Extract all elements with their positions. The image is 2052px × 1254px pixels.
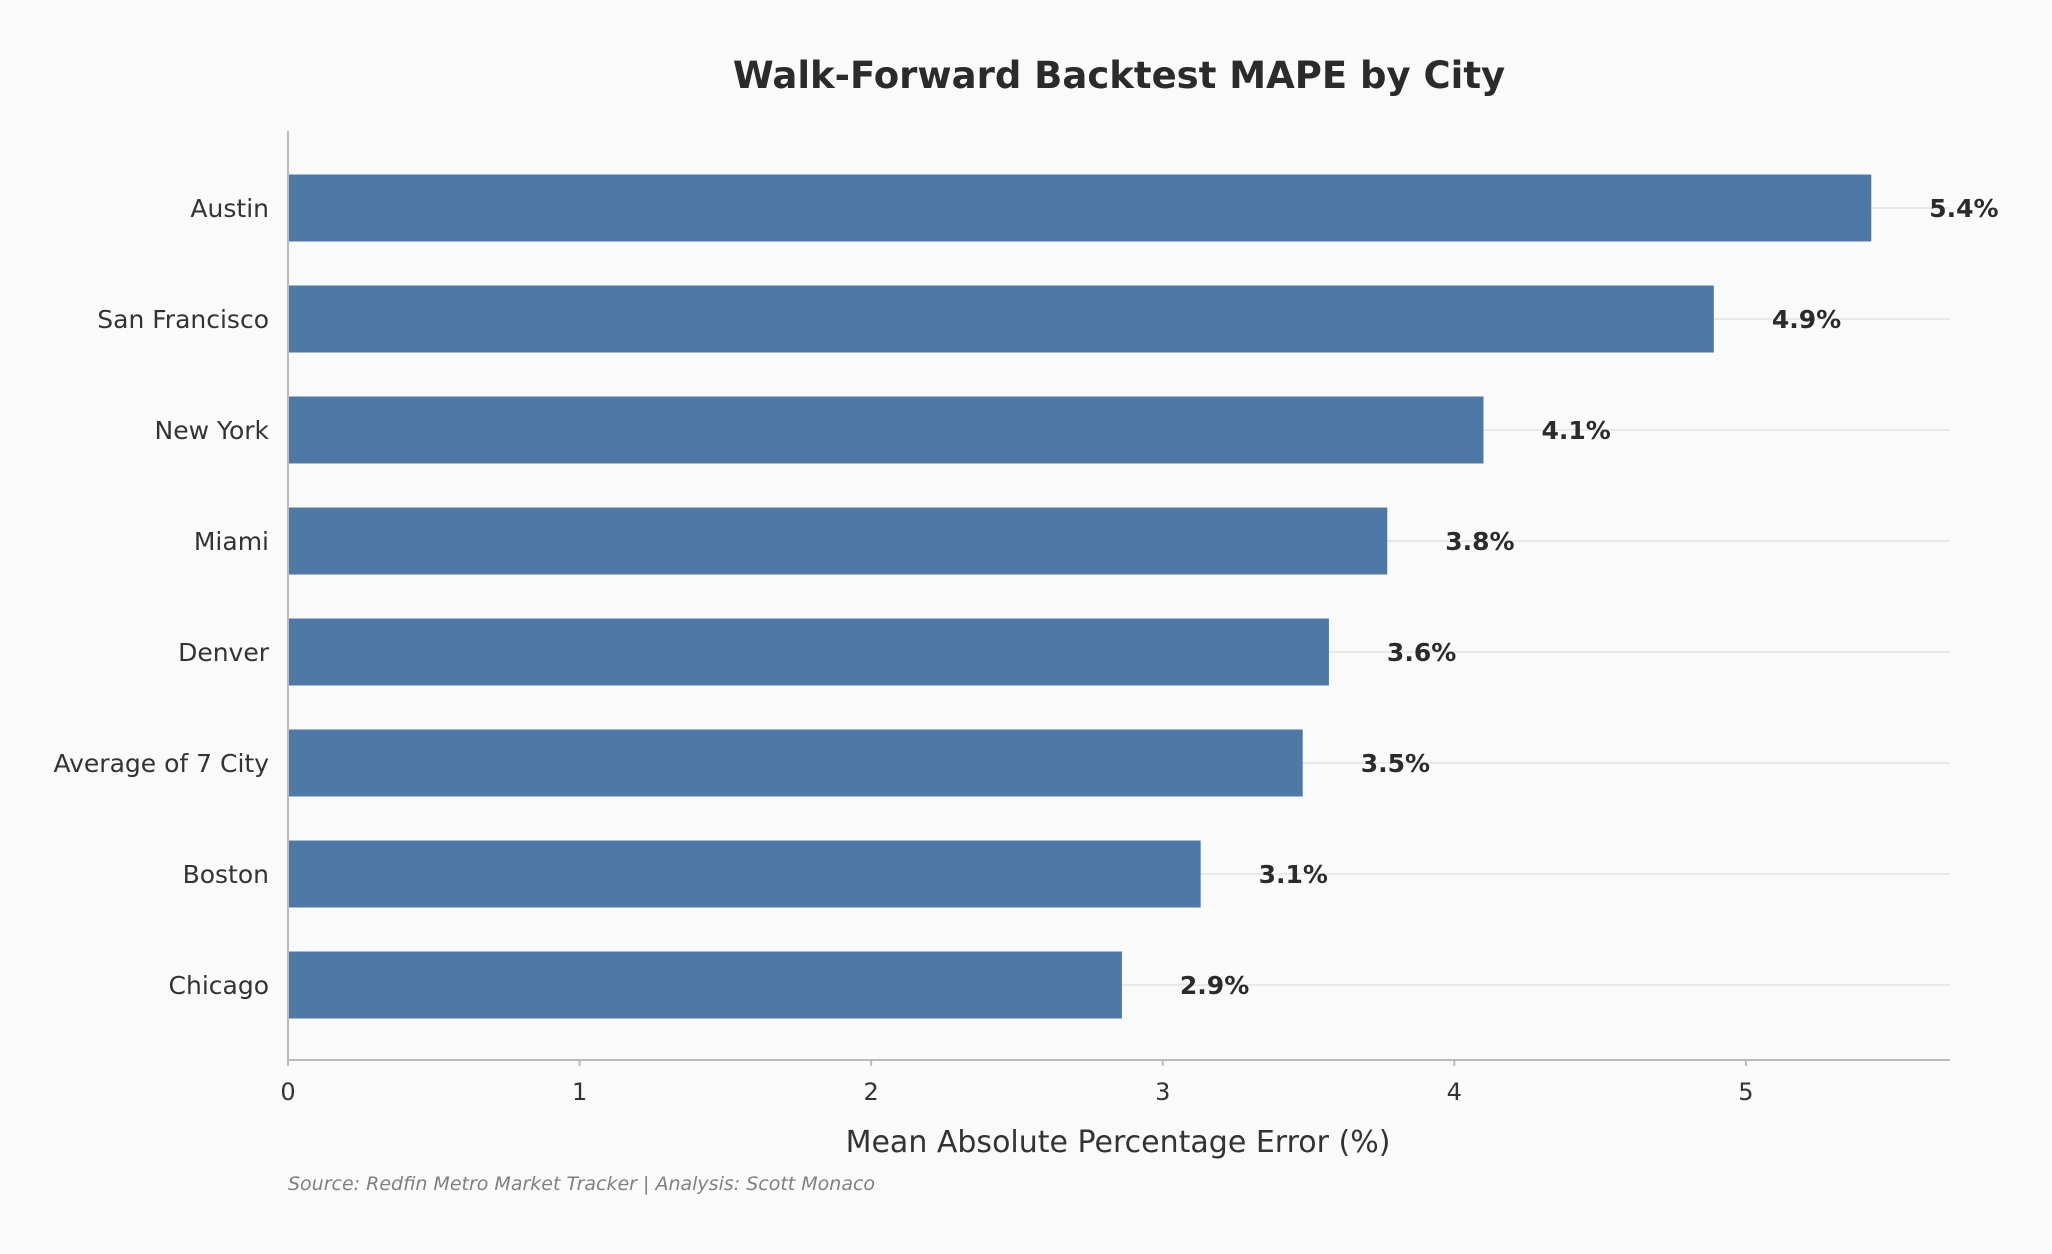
source-note: Source: Redfin Metro Market Tracker | An… — [288, 1173, 875, 1195]
data-label: 5.4% — [1929, 194, 1998, 223]
x-tick-label: 3 — [1155, 1078, 1170, 1106]
data-label: 3.8% — [1445, 527, 1514, 556]
x-tick-label: 1 — [572, 1078, 587, 1106]
x-tick-label: 2 — [864, 1078, 879, 1106]
category-label: Boston — [183, 860, 269, 889]
category-label: Denver — [178, 638, 270, 667]
bar — [288, 507, 1388, 575]
category-label: Austin — [190, 194, 269, 223]
bar — [288, 729, 1303, 797]
bar — [288, 951, 1122, 1019]
category-label: San Francisco — [97, 305, 269, 334]
data-label: 4.9% — [1772, 305, 1841, 334]
labels: Austin 5.4% San Francisco 4.9% New York 4.1% M… — [53, 194, 1998, 1106]
data-label: 4.1% — [1541, 416, 1610, 445]
bar — [288, 174, 1872, 242]
category-label: Miami — [194, 527, 269, 556]
axes — [287, 131, 1950, 1066]
bar — [288, 396, 1484, 464]
category-label: New York — [155, 416, 270, 445]
chart-title: Walk-Forward Backtest MAPE by City — [733, 54, 1505, 97]
data-label: 2.9% — [1180, 971, 1249, 1000]
bar — [288, 285, 1714, 353]
data-label: 3.5% — [1361, 749, 1430, 778]
bar — [288, 840, 1201, 908]
x-tick-label: 5 — [1738, 1078, 1753, 1106]
category-label: Average of 7 City — [53, 749, 269, 778]
x-axis-label: Mean Absolute Percentage Error (%) — [846, 1125, 1391, 1160]
category-label: Chicago — [169, 971, 269, 1000]
x-tick-label: 4 — [1447, 1078, 1462, 1106]
bar — [288, 618, 1329, 686]
data-label: 3.1% — [1259, 860, 1328, 889]
bars — [288, 174, 1872, 1019]
x-tick-label: 0 — [280, 1078, 295, 1106]
data-label: 3.6% — [1387, 638, 1456, 667]
